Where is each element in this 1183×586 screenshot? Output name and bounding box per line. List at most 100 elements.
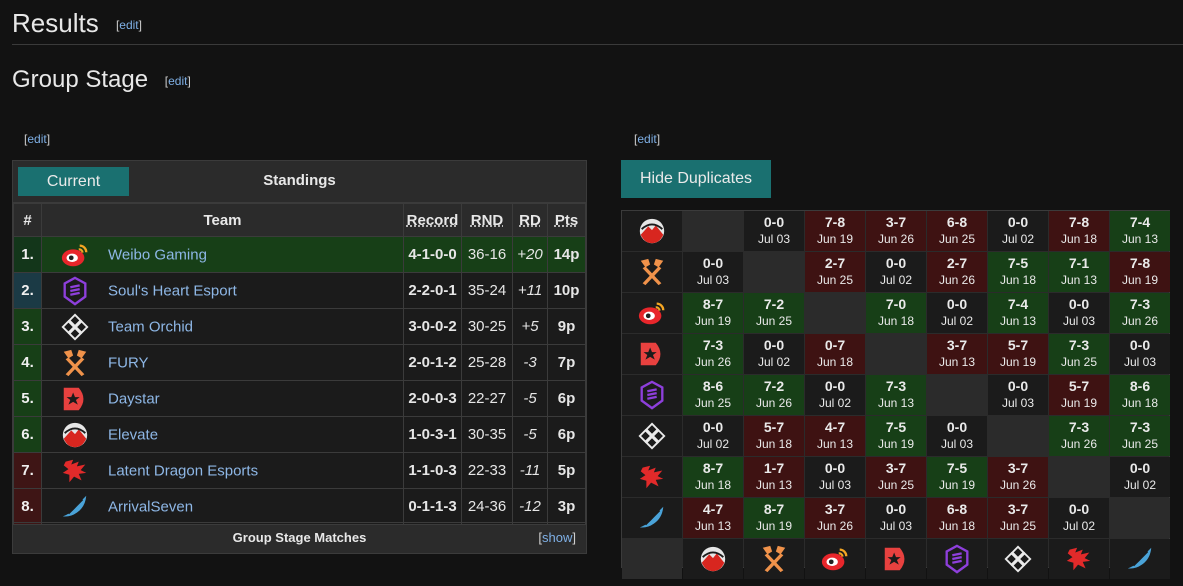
- rd-cell: -5: [512, 380, 548, 417]
- standings-table: Current Standings # Team Record RND RD P…: [12, 160, 587, 554]
- col-rnd[interactable]: RND: [461, 203, 513, 237]
- crosstable-cell: 7-3 Jun 25: [1110, 416, 1170, 456]
- rank-cell: 4.: [13, 344, 42, 381]
- match-date: Jul 03: [818, 478, 852, 492]
- latent-dragon-logo-row-icon[interactable]: [622, 457, 682, 497]
- weibo-logo-icon: [60, 240, 90, 270]
- crosstable-cell: 0-0 Jul 03: [1110, 334, 1170, 374]
- rank-cell: 2.: [13, 272, 42, 309]
- match-score: 7-8: [1068, 214, 1090, 230]
- daystar-logo-icon: [60, 384, 90, 414]
- souls-heart-logo-row-icon[interactable]: [622, 375, 682, 415]
- table-row: 8. ArrivalSeven 0-1-1-3 24-36 -12 3p: [13, 488, 586, 525]
- results-title: Results: [12, 8, 99, 38]
- team-link[interactable]: Weibo Gaming: [108, 246, 207, 263]
- team-link[interactable]: Team Orchid: [108, 318, 194, 335]
- team-cell: FURY: [41, 344, 404, 381]
- crosstable-cell: 8-7 Jun 19: [683, 293, 743, 333]
- fury-logo-row-icon[interactable]: [622, 252, 682, 292]
- arrivalseven-logo-icon: [60, 492, 90, 522]
- team-cell: Latent Dragon Esports: [41, 452, 404, 489]
- team-link[interactable]: Latent Dragon Esports: [108, 462, 259, 479]
- rd-cell: -5: [512, 416, 548, 453]
- match-score: 7-4: [1007, 296, 1029, 312]
- table-row: 5. Daystar 2-0-0-3 22-27 -5 6p: [13, 380, 586, 417]
- crosstable-cell: 7-2 Jun 25: [744, 293, 804, 333]
- team-link[interactable]: Elevate: [108, 426, 159, 443]
- latent-dragon-logo-icon: [60, 456, 90, 486]
- match-score: 7-4: [1129, 214, 1151, 230]
- rank-cell: 8.: [13, 488, 42, 525]
- match-score: 0-0: [1007, 214, 1029, 230]
- show-link[interactable]: show: [542, 530, 573, 545]
- crosstable-cell: 4-7 Jun 13: [683, 498, 743, 538]
- crosstable-edit-link[interactable]: edit: [637, 132, 657, 146]
- weibo-logo-row-icon[interactable]: [622, 293, 682, 333]
- current-button[interactable]: Current: [18, 167, 129, 196]
- elevate-logo-row-icon[interactable]: [622, 211, 682, 251]
- match-score: 0-0: [885, 255, 907, 271]
- arrivalseven-logo-col-icon[interactable]: [1110, 539, 1170, 579]
- rank-cell: 5.: [13, 380, 42, 417]
- match-date: Jul 03: [696, 273, 730, 287]
- match-score: 3-7: [1007, 460, 1029, 476]
- rnd-cell: 30-35: [461, 416, 513, 453]
- table-row: 7. Latent Dragon Esports 1-1-0-3 22-33 -11 5p: [13, 452, 586, 489]
- crosstable-cell: 6-8 Jun 18: [927, 498, 987, 538]
- crosstable-cell: 0-0 Jul 03: [988, 375, 1048, 415]
- match-score: 7-2: [763, 378, 785, 394]
- match-date: Jun 13: [1121, 232, 1159, 246]
- team-link[interactable]: Soul's Heart Esport: [108, 282, 237, 299]
- crosstable-empty-cell: [744, 252, 804, 292]
- crosstable-cell: 3-7 Jun 26: [866, 211, 926, 251]
- match-date: Jul 03: [1001, 396, 1035, 410]
- crosstable-cell: 3-7 Jun 25: [988, 498, 1048, 538]
- crosstable-cell: 0-0 Jul 02: [1049, 498, 1109, 538]
- match-date: Jun 19: [816, 232, 854, 246]
- hide-duplicates-button[interactable]: Hide Duplicates: [621, 160, 771, 198]
- group-stage-heading: Group Stage [edit]: [12, 66, 191, 94]
- crosstable-cell: 0-0 Jul 03: [683, 252, 743, 292]
- arrivalseven-logo-row-icon[interactable]: [622, 498, 682, 538]
- weibo-logo-col-icon[interactable]: [805, 539, 865, 579]
- team-link[interactable]: Daystar: [108, 390, 160, 407]
- col-rd[interactable]: RD: [512, 203, 548, 237]
- standings-edit-link[interactable]: edit: [27, 132, 47, 146]
- souls-heart-logo-icon: [60, 276, 90, 306]
- match-date: Jul 03: [1062, 314, 1096, 328]
- team-cell: Soul's Heart Esport: [41, 272, 404, 309]
- col-record[interactable]: Record: [403, 203, 462, 237]
- match-date: Jun 26: [999, 478, 1037, 492]
- pts-cell: 10p: [547, 272, 586, 309]
- souls-heart-logo-col-icon[interactable]: [927, 539, 987, 579]
- match-date: Jul 03: [879, 519, 913, 533]
- daystar-logo-col-icon[interactable]: [866, 539, 926, 579]
- orchid-logo-col-icon[interactable]: [988, 539, 1048, 579]
- team-link[interactable]: FURY: [108, 354, 149, 371]
- pts-cell: 9p: [547, 308, 586, 345]
- match-date: Jun 26: [1121, 314, 1159, 328]
- crosstable-cell: 7-4 Jun 13: [988, 293, 1048, 333]
- match-date: Jun 19: [694, 314, 732, 328]
- rnd-cell: 30-25: [461, 308, 513, 345]
- crosstable-cell: 0-0 Jul 03: [927, 416, 987, 456]
- daystar-logo-row-icon[interactable]: [622, 334, 682, 374]
- orchid-logo-row-icon[interactable]: [622, 416, 682, 456]
- match-date: Jun 13: [938, 355, 976, 369]
- match-score: 0-0: [763, 214, 785, 230]
- fury-logo-col-icon[interactable]: [744, 539, 804, 579]
- record-cell: 1-0-3-1: [403, 416, 462, 453]
- match-date: Jun 19: [938, 478, 976, 492]
- crosstable-cell: 0-0 Jul 02: [805, 375, 865, 415]
- match-score: 0-0: [1068, 501, 1090, 517]
- group-stage-edit-link[interactable]: edit: [168, 73, 188, 88]
- team-link[interactable]: ArrivalSeven: [108, 498, 194, 515]
- results-edit-link[interactable]: edit: [119, 18, 139, 33]
- elevate-logo-col-icon[interactable]: [683, 539, 743, 579]
- match-date: Jul 02: [1123, 478, 1157, 492]
- match-score: 0-0: [946, 419, 968, 435]
- crosstable-cell: 5-7 Jun 18: [744, 416, 804, 456]
- crosstable-cell: 0-7 Jun 18: [805, 334, 865, 374]
- latent-dragon-logo-col-icon[interactable]: [1049, 539, 1109, 579]
- col-pts[interactable]: Pts: [547, 203, 586, 237]
